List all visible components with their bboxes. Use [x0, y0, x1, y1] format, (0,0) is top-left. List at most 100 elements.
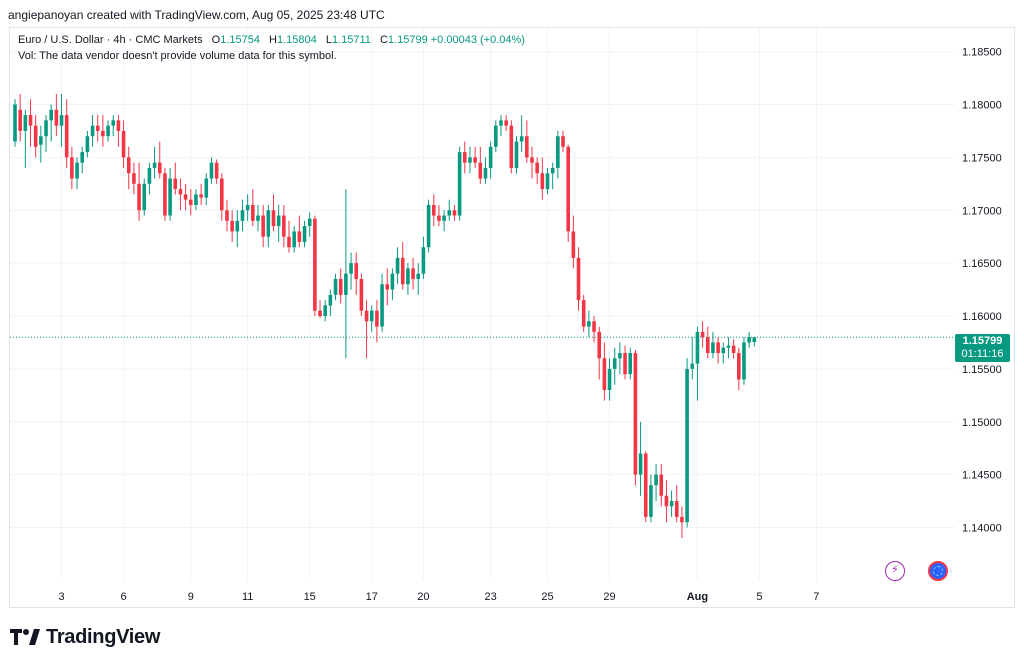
candle: [307, 212, 312, 237]
candle: [488, 141, 493, 179]
candle: [535, 157, 539, 184]
candle-body: [499, 120, 503, 126]
candle-body: [225, 210, 229, 221]
candle: [674, 485, 679, 523]
candle-body: [137, 183, 141, 211]
time-axis: 3 6 9 11 15 17 20 23 25 29 Aug 5 7: [58, 591, 819, 603]
candle: [442, 210, 446, 232]
candle: [421, 236, 426, 279]
candle: [225, 199, 229, 232]
candle: [183, 183, 188, 211]
globe-icon[interactable]: [928, 561, 948, 581]
candle: [18, 93, 22, 142]
candle-body: [680, 516, 684, 523]
lightning-icon[interactable]: ⚡︎: [885, 561, 905, 581]
candle: [251, 189, 255, 227]
candle-body: [664, 495, 669, 507]
candle: [204, 173, 209, 205]
candle-body: [369, 310, 374, 322]
candle: [173, 162, 178, 195]
candle: [597, 326, 602, 380]
candle-body: [323, 305, 327, 316]
candle: [752, 336, 757, 347]
candle-body: [690, 363, 695, 369]
candle-body: [313, 218, 317, 311]
x-tick-label: 6: [121, 591, 127, 603]
candle-body: [271, 210, 276, 227]
logo-text: TradingView: [46, 625, 161, 648]
y-tick-label: 1.16000: [962, 311, 1002, 323]
candle: [168, 167, 172, 221]
candle: [395, 247, 400, 285]
candle-body: [266, 210, 271, 237]
candle-body: [199, 194, 203, 198]
candle-body: [375, 310, 379, 327]
candle-body: [354, 263, 359, 279]
candle: [669, 490, 674, 517]
candle-body: [695, 331, 700, 364]
volume-note: Vol: The data vendor doesn't provide vol…: [18, 50, 337, 62]
candle-body: [344, 273, 348, 295]
candle-body: [468, 157, 472, 163]
candle-body: [256, 215, 260, 221]
candle-body: [705, 337, 710, 354]
candle: [747, 331, 751, 348]
candle-body: [23, 115, 28, 131]
candle: [680, 506, 684, 539]
candle: [245, 194, 250, 221]
candle: [742, 337, 746, 385]
symbol-legend: Euro / U.S. Dollar · 4h · CMC Markets O1…: [18, 34, 525, 46]
candle: [199, 183, 203, 205]
tradingview-logo[interactable]: TradingView: [10, 626, 160, 648]
candle: [695, 326, 700, 401]
candle: [457, 146, 462, 221]
x-tick-label: 3: [58, 591, 64, 603]
candle-body: [400, 257, 405, 285]
candle: [607, 358, 612, 401]
candle-body: [349, 263, 353, 274]
candle-body: [633, 353, 638, 475]
candle-body: [307, 218, 312, 227]
candle-body: [674, 501, 679, 517]
candle: [426, 199, 431, 253]
candle-body: [364, 310, 369, 322]
candle-body: [152, 162, 157, 168]
candle-body: [550, 167, 555, 174]
candle-body: [752, 337, 757, 343]
candle-body: [494, 125, 498, 147]
candle-body: [612, 358, 617, 369]
candle-body: [700, 331, 705, 338]
candle: [494, 120, 498, 153]
candle-body: [116, 120, 121, 131]
close-label: C: [379, 34, 388, 46]
candle: [261, 204, 265, 248]
candle-body: [287, 236, 291, 248]
x-tick-label: 20: [417, 591, 429, 603]
candle: [209, 157, 214, 184]
candle-body: [194, 194, 198, 205]
candle-body: [359, 278, 364, 311]
candle: [214, 159, 219, 184]
candle: [70, 146, 74, 190]
candle-body: [737, 353, 741, 380]
x-tick-label: 17: [366, 591, 378, 603]
candle: [64, 99, 69, 168]
candle-body: [597, 331, 602, 359]
candle-body: [251, 204, 255, 221]
candle-body: [28, 115, 33, 126]
open-value: 1.15754: [220, 34, 260, 46]
symbol-title: Euro / U.S. Dollar · 4h · CMC Markets: [18, 34, 203, 46]
candle: [282, 204, 286, 248]
candle-body: [530, 157, 534, 163]
candle: [111, 115, 116, 137]
candle-body: [188, 199, 193, 205]
y-tick-label: 1.16500: [962, 258, 1002, 270]
candle: [380, 273, 384, 332]
candle: [437, 204, 441, 227]
candle-body: [442, 215, 446, 221]
candle: [571, 215, 576, 269]
candle: [23, 109, 28, 168]
grid-lines: [10, 28, 955, 580]
candle: [220, 173, 224, 221]
